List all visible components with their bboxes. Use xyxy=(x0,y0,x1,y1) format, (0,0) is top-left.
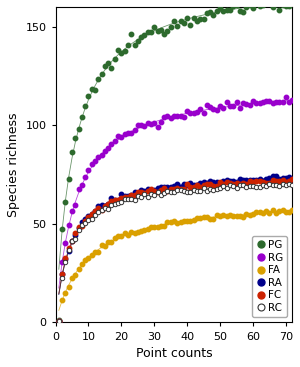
Legend: PG, RG, FA, RA, FC, RC: PG, RG, FA, RA, FC, RC xyxy=(252,236,287,317)
X-axis label: Point counts: Point counts xyxy=(136,347,212,360)
Y-axis label: Species richness: Species richness xyxy=(7,112,20,217)
